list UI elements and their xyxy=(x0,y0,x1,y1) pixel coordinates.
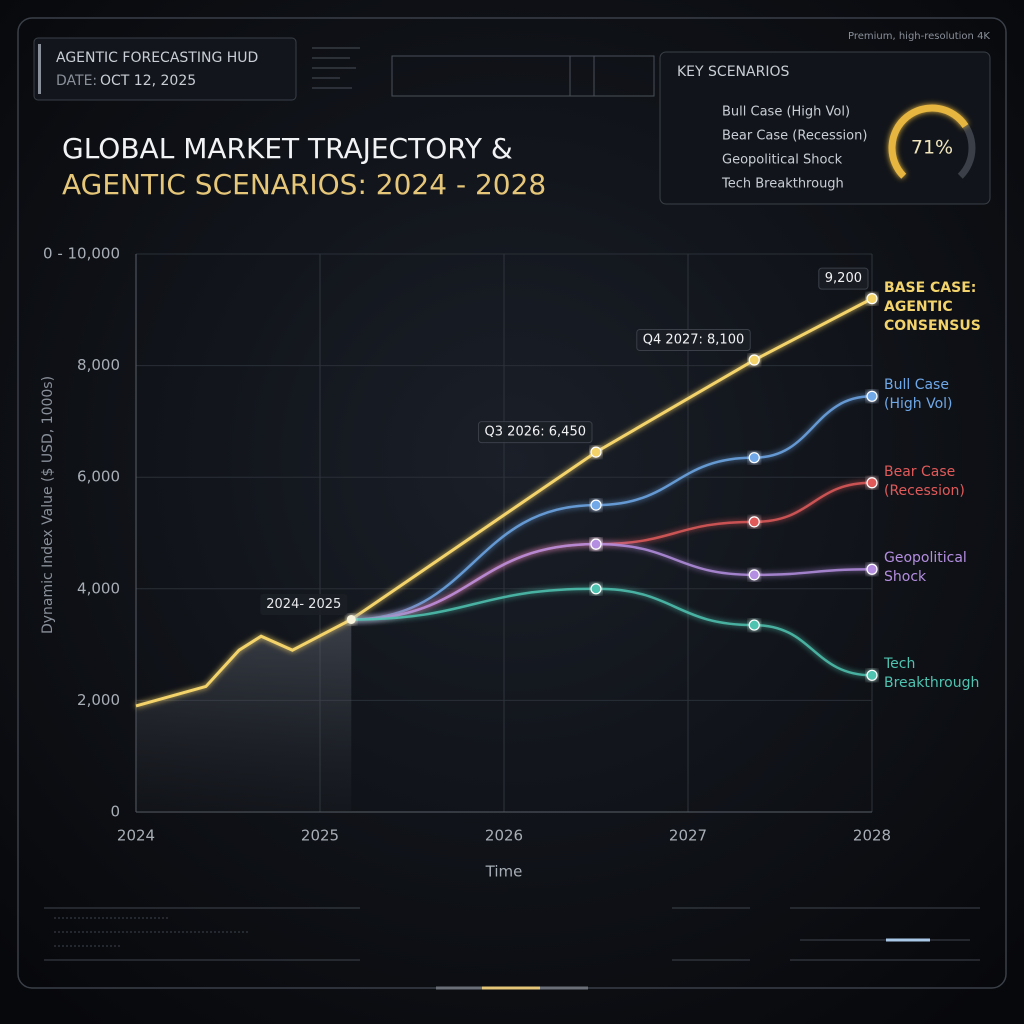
y-tick-label: 6,000 xyxy=(77,468,120,486)
annotation: 2024- 2025 xyxy=(266,597,341,612)
data-point xyxy=(590,446,602,458)
y-tick-label: 4,000 xyxy=(77,579,120,597)
legend-label: Tech Breakthrough xyxy=(721,177,844,192)
annotation-point xyxy=(346,614,356,624)
legend-label: Bear Case (Recession) xyxy=(722,129,867,144)
gauge-label: 71% xyxy=(911,137,953,159)
chart-title: GLOBAL MARKET TRAJECTORY & xyxy=(62,132,513,165)
series-end-label: Geopolitical Shock xyxy=(884,550,967,586)
value-label: Q4 2027: 8,100 xyxy=(643,333,744,348)
data-point xyxy=(748,516,760,528)
date: OCT 12, 2025 xyxy=(100,73,196,89)
data-point xyxy=(748,354,760,366)
data-point xyxy=(866,293,878,305)
y-tick-label: 0 xyxy=(110,803,120,821)
legend-label: Geopolitical Shock xyxy=(722,153,843,168)
data-point xyxy=(866,563,878,575)
data-point xyxy=(748,619,760,631)
x-tick-label: 2025 xyxy=(301,827,339,845)
hud-title: AGENTIC FORECASTING HUD xyxy=(56,50,258,66)
series-line xyxy=(351,587,873,677)
data-point xyxy=(866,477,878,489)
gauge-value xyxy=(888,104,969,179)
date-label: DATE: xyxy=(56,73,97,89)
value-label-bg xyxy=(818,267,869,290)
data-point xyxy=(748,452,760,464)
data-point xyxy=(866,669,878,681)
legend-label: Bull Case (High Vol) xyxy=(722,105,850,120)
y-tick-label: 2,000 xyxy=(77,691,120,709)
x-tick-label: 2027 xyxy=(669,827,707,845)
y-tick-label: 0 - 10,000 xyxy=(43,245,120,263)
chart-subtitle: AGENTIC SCENARIOS: 2024 - 2028 xyxy=(62,168,546,201)
x-tick-label: 2026 xyxy=(485,827,523,845)
legend-panel xyxy=(659,51,991,205)
data-point xyxy=(748,569,760,581)
series-line xyxy=(351,542,873,621)
x-tick-label: 2028 xyxy=(853,827,891,845)
y-tick-label: 8,000 xyxy=(77,356,120,374)
note: Premium, high-resolution 4K xyxy=(848,31,990,42)
annotation-bg xyxy=(260,593,348,615)
y-axis-title: Dynamic Index Value ($ USD, 1000s) xyxy=(40,376,56,634)
data-point xyxy=(590,583,602,595)
data-point xyxy=(866,390,878,402)
value-label-bg xyxy=(478,421,593,444)
series-end-label: BASE CASE: AGENTIC CONSENSUS xyxy=(884,279,981,334)
series-line xyxy=(135,297,873,708)
value-label: Q3 2026: 6,450 xyxy=(485,425,586,440)
decor-widget xyxy=(312,47,655,97)
x-tick-label: 2024 xyxy=(117,827,155,845)
series-end-label: Bear Case (Recession) xyxy=(884,463,965,499)
panel-accent xyxy=(38,44,41,94)
history-area xyxy=(136,619,352,812)
series-end-label: Bull Case (High Vol) xyxy=(884,377,953,413)
series-line xyxy=(351,395,873,621)
data-point xyxy=(590,538,602,550)
series-end-label: Tech Breakthrough xyxy=(884,656,980,692)
info-panel xyxy=(33,37,297,101)
x-axis-title: Time xyxy=(485,863,523,881)
legend-title: KEY SCENARIOS xyxy=(677,64,789,80)
data-point xyxy=(590,499,602,511)
value-label-bg xyxy=(636,329,751,352)
value-label: 9,200 xyxy=(825,271,862,286)
